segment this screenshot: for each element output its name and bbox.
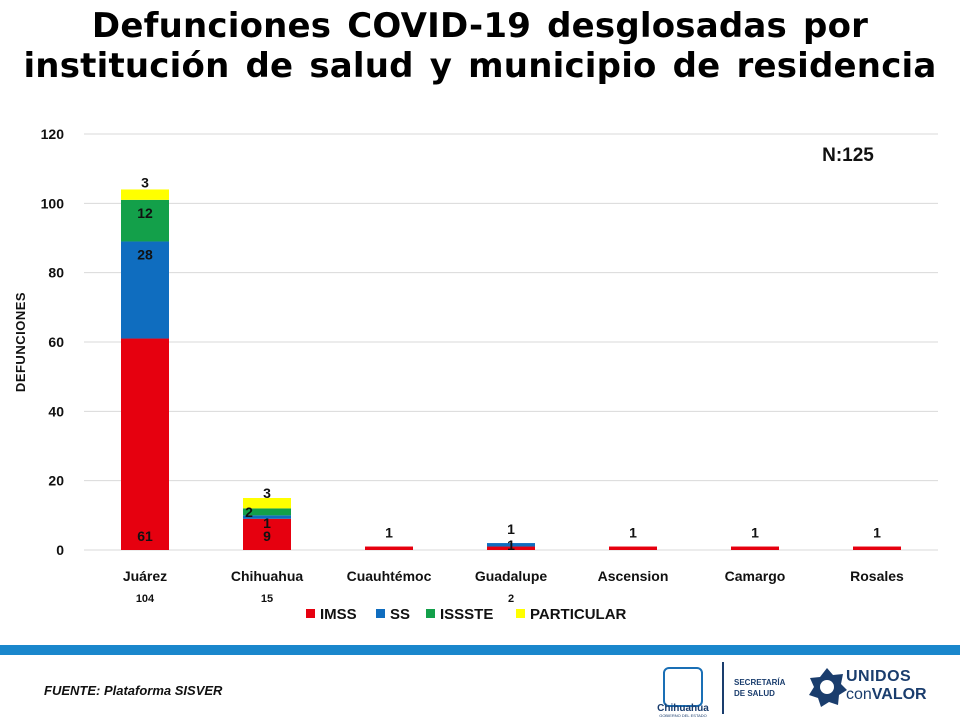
bar-segment xyxy=(121,189,169,200)
data-label: 12 xyxy=(137,205,153,221)
category-total: 15 xyxy=(261,593,273,605)
y-axis-label: DEFUNCIONES xyxy=(13,292,28,392)
bar-segment xyxy=(121,338,169,550)
footer xyxy=(0,655,960,720)
x-tick-label: Chihuahua xyxy=(231,568,304,584)
x-tick-label: Guadalupe xyxy=(475,568,548,584)
data-label: 9 xyxy=(263,528,271,544)
data-label: 61 xyxy=(137,528,153,544)
y-tick-label: 80 xyxy=(48,265,64,281)
data-label: 3 xyxy=(263,485,271,501)
category-total: 2 xyxy=(508,593,514,605)
footer-band xyxy=(0,645,960,655)
data-label: 1 xyxy=(507,537,515,553)
bar-segment xyxy=(609,546,657,550)
source-note: FUENTE: Plataforma SISVER xyxy=(44,683,223,698)
y-tick-label: 60 xyxy=(48,334,64,350)
secretaria-line2: DE SALUD xyxy=(734,689,775,698)
x-tick-label: Camargo xyxy=(725,568,786,584)
bar-segment xyxy=(121,241,169,339)
y-tick-label: 120 xyxy=(41,126,65,142)
logo-divider xyxy=(722,662,724,714)
bar-segment xyxy=(243,515,291,519)
x-tick-label: Cuauhtémoc xyxy=(347,568,432,584)
legend-label: ISSSTE xyxy=(440,606,493,623)
bar-segment xyxy=(853,546,901,550)
legend-swatch xyxy=(426,609,435,618)
legend-swatch xyxy=(376,609,385,618)
unidos-logo-icon xyxy=(809,668,847,707)
legend-label: SS xyxy=(390,606,410,623)
bar-segment xyxy=(731,546,779,550)
x-tick-label: Rosales xyxy=(850,568,904,584)
data-label: 1 xyxy=(629,525,637,541)
bar-segment xyxy=(243,498,291,509)
legend-swatch xyxy=(516,609,525,618)
x-tick-label: Juárez xyxy=(123,568,167,584)
legend-swatch xyxy=(306,609,315,618)
x-tick-label: Ascension xyxy=(598,568,669,584)
stacked-bar-chart: 0 20 40 60 80 100 120 DEFUNCIONES N:125 Juárez 104… xyxy=(13,126,938,623)
chart-title: Defunciones COVID-19 desglosadas por ins… xyxy=(0,6,960,86)
unidos-valor: VALOR xyxy=(871,686,927,703)
unidos-line2: conVALOR xyxy=(846,686,927,704)
y-tick-label: 20 xyxy=(48,473,64,489)
bar-segment xyxy=(487,543,535,547)
state-name: Chihuahua xyxy=(657,703,709,714)
data-label: 28 xyxy=(137,246,153,262)
bar-segment xyxy=(243,518,291,550)
y-tick-label: 40 xyxy=(48,403,64,419)
bar-segment xyxy=(487,546,535,550)
unidos-con: con xyxy=(846,686,872,703)
chihuahua-seal-icon xyxy=(663,667,703,707)
bar-segment xyxy=(365,546,413,550)
chart-title-line1: Defunciones COVID-19 desglosadas por xyxy=(91,6,869,46)
y-tick-label: 0 xyxy=(56,542,64,558)
data-label: 1 xyxy=(751,525,759,541)
data-label: 1 xyxy=(873,525,881,541)
bar-segment xyxy=(243,508,291,516)
data-label: 1 xyxy=(263,515,271,531)
legend-label: PARTICULAR xyxy=(530,606,627,623)
category-total: 104 xyxy=(136,593,155,605)
data-label: 1 xyxy=(385,525,393,541)
state-sub: GOBIERNO DEL ESTADO xyxy=(659,713,707,718)
secretaria-logo-text: SECRETARÍA DE SALUD xyxy=(734,677,785,699)
chart-title-line2: institución de salud y municipio de resi… xyxy=(23,46,937,86)
chart-annotation: N:125 xyxy=(822,145,874,166)
legend-label: IMSS xyxy=(320,606,357,623)
unidos-line1: UNIDOS xyxy=(846,668,912,685)
secretaria-line1: SECRETARÍA xyxy=(734,678,786,687)
y-tick-label: 100 xyxy=(41,195,65,211)
data-label: 1 xyxy=(507,521,515,537)
bar-segment xyxy=(121,199,169,242)
data-label: 3 xyxy=(141,174,149,190)
data-label: 2 xyxy=(245,504,253,520)
